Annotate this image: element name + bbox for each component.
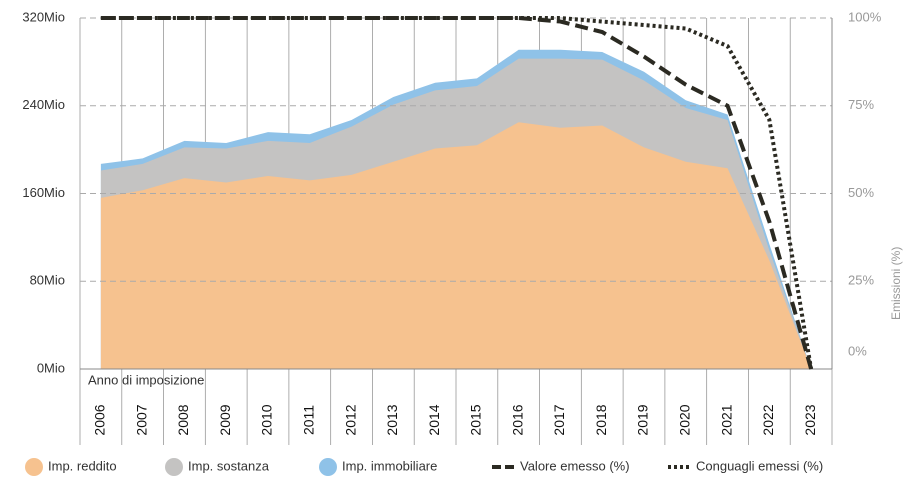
y2-tick-label: 0% bbox=[848, 343, 867, 358]
legend-label: Imp. reddito bbox=[48, 458, 117, 473]
x-tick-label: 2021 bbox=[718, 404, 734, 435]
y-tick-label: 0Mio bbox=[37, 360, 65, 375]
y-tick-label: 240Mio bbox=[22, 97, 65, 112]
line bbox=[100, 16, 814, 370]
legend-label: Imp. immobiliare bbox=[342, 458, 437, 473]
y2-tick-label: 75% bbox=[848, 97, 874, 112]
legend-swatch bbox=[25, 458, 43, 476]
x-tick-label: 2018 bbox=[593, 404, 609, 435]
x-tick-label: 2019 bbox=[635, 404, 651, 435]
line bbox=[100, 16, 814, 370]
x-tick-label: 2020 bbox=[676, 404, 692, 435]
y-tick-label: 80Mio bbox=[30, 273, 65, 288]
x-tick-label: 2009 bbox=[217, 404, 233, 435]
x-tick-label: 2016 bbox=[509, 404, 525, 435]
x-tick-label: 2007 bbox=[133, 404, 149, 435]
x-tick-label: 2010 bbox=[259, 404, 275, 435]
y2-axis-title: Emissioni (%) bbox=[889, 247, 903, 320]
x-tick-label: 2013 bbox=[384, 404, 400, 435]
y-tick-label: 160Mio bbox=[22, 185, 65, 200]
area bbox=[100, 122, 812, 369]
y2-tick-label: 25% bbox=[848, 273, 874, 288]
legend-swatch bbox=[165, 458, 183, 476]
x-tick-label: 2015 bbox=[468, 404, 484, 435]
x-tick-label: 2022 bbox=[760, 404, 776, 435]
y2-tick-label: 50% bbox=[848, 185, 874, 200]
x-tick-label: 2017 bbox=[551, 404, 567, 435]
x-tick-label: 2011 bbox=[300, 405, 316, 435]
y2-tick-label: 100% bbox=[848, 9, 882, 24]
y-tick-label: 320Mio bbox=[22, 9, 65, 24]
legend-swatch bbox=[319, 458, 337, 476]
x-tick-label: 2012 bbox=[342, 404, 358, 435]
x-axis-title: Anno di imposizione bbox=[88, 372, 204, 387]
legend-label: Valore emesso (%) bbox=[520, 458, 630, 473]
legend-label: Conguagli emessi (%) bbox=[696, 458, 823, 473]
legend-label: Imp. sostanza bbox=[188, 458, 270, 473]
x-tick-label: 2008 bbox=[175, 404, 191, 435]
x-tick-label: 2006 bbox=[92, 404, 108, 435]
x-tick-label: 2014 bbox=[426, 404, 442, 435]
x-tick-label: 2023 bbox=[802, 404, 818, 435]
